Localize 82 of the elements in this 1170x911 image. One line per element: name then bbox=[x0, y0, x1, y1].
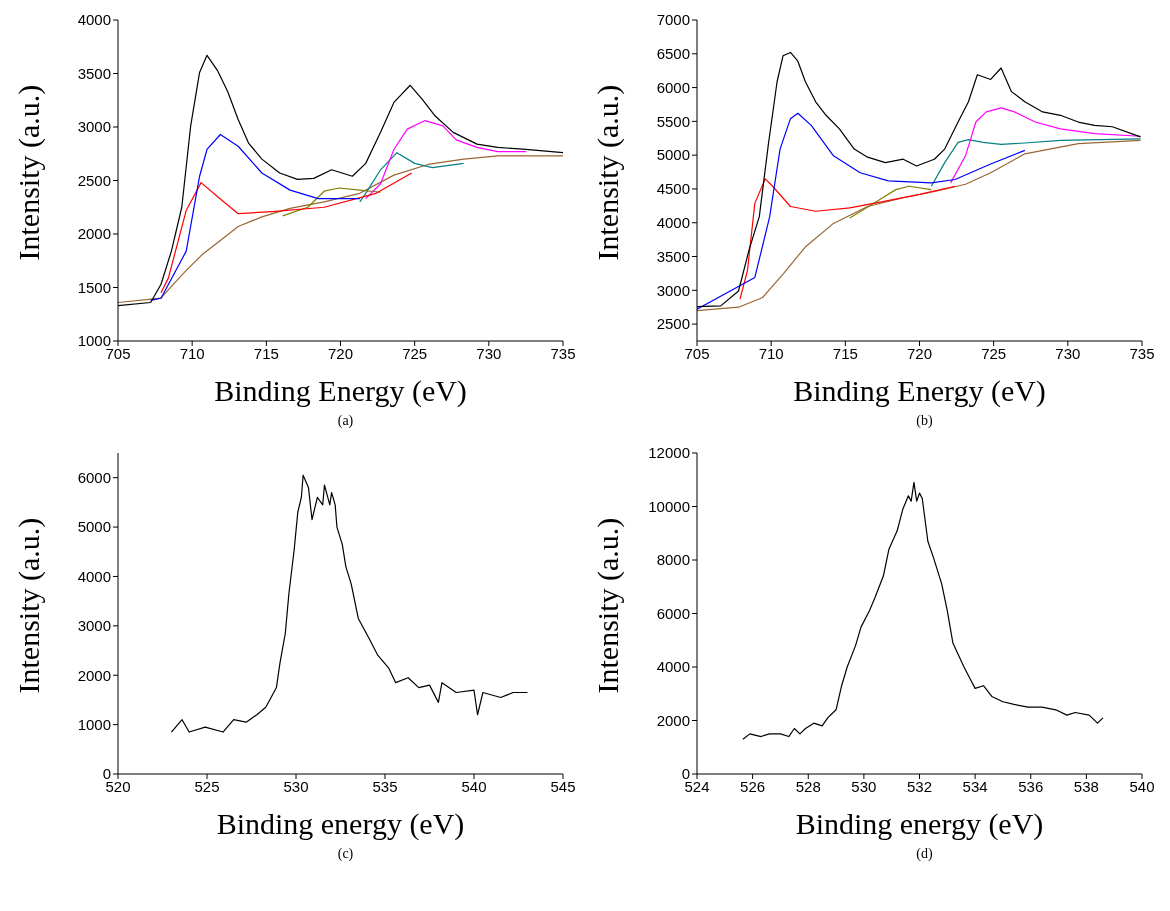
y-axis-title: Intensity (a.u.) bbox=[590, 84, 625, 261]
y-axis-title: Intensity (a.u.) bbox=[11, 84, 46, 261]
y-tick-label: 5500 bbox=[656, 112, 690, 130]
line-series bbox=[742, 481, 1104, 740]
x-tick-label: 530 bbox=[283, 777, 309, 795]
x-tick-label: 715 bbox=[832, 344, 858, 362]
line-series bbox=[697, 139, 1142, 312]
x-tick-label: 538 bbox=[1073, 777, 1099, 795]
x-tick-label: 725 bbox=[402, 344, 428, 362]
line-series bbox=[697, 112, 1026, 310]
y-tick-label: 4500 bbox=[656, 180, 690, 198]
y-tick-label: 2000 bbox=[77, 225, 111, 243]
line-series bbox=[160, 172, 413, 294]
y-tick-label: 5000 bbox=[77, 518, 111, 536]
y-tick-label: 2000 bbox=[656, 711, 690, 729]
x-axis-title: Binding Energy (eV) bbox=[793, 374, 1046, 408]
x-tick-label: 528 bbox=[795, 777, 821, 795]
y-tick-label: 0 bbox=[102, 765, 111, 783]
y-tick-label: 4000 bbox=[656, 214, 690, 232]
y-tick-label: 1500 bbox=[77, 278, 111, 296]
y-tick-label: 3500 bbox=[656, 247, 690, 265]
x-tick-label: 534 bbox=[962, 777, 988, 795]
line-series bbox=[930, 138, 1142, 187]
x-tick-label: 536 bbox=[1018, 777, 1044, 795]
line-series bbox=[170, 474, 528, 733]
line-series bbox=[849, 185, 932, 219]
line-series bbox=[118, 155, 563, 304]
x-tick-label: 730 bbox=[1055, 344, 1081, 362]
line-series bbox=[365, 119, 527, 200]
x-tick-label: 735 bbox=[550, 344, 576, 362]
y-axis-title: Intensity (a.u.) bbox=[11, 517, 46, 694]
line-series bbox=[150, 133, 361, 301]
x-axis-title: Binding energy (eV) bbox=[216, 807, 465, 841]
y-tick-label: 12000 bbox=[648, 444, 690, 462]
x-tick-label: 705 bbox=[684, 344, 710, 362]
y-tick-label: 6500 bbox=[656, 45, 690, 63]
x-tick-label: 526 bbox=[740, 777, 766, 795]
x-axis-title: Binding energy (eV) bbox=[795, 807, 1044, 841]
y-tick-label: 6000 bbox=[656, 604, 690, 622]
text: (b) bbox=[915, 413, 934, 429]
y-tick-label: 10000 bbox=[648, 497, 690, 515]
y-tick-label: 1000 bbox=[77, 715, 111, 733]
line-series bbox=[739, 178, 956, 300]
y-tick-label: 1000 bbox=[77, 332, 111, 350]
y-tick-label: 7000 bbox=[656, 11, 690, 29]
x-tick-label: 525 bbox=[194, 777, 220, 795]
x-tick-label: 715 bbox=[253, 344, 279, 362]
x-axis-title: Binding Energy (eV) bbox=[214, 374, 467, 408]
y-tick-label: 0 bbox=[681, 765, 690, 783]
y-tick-label: 4000 bbox=[77, 567, 111, 585]
y-tick-label: 4000 bbox=[77, 11, 111, 29]
y-tick-label: 3000 bbox=[656, 281, 690, 299]
y-tick-label: 2500 bbox=[656, 315, 690, 333]
y-tick-label: 4000 bbox=[656, 658, 690, 676]
x-tick-label: 725 bbox=[981, 344, 1007, 362]
line-series bbox=[282, 187, 382, 217]
y-tick-label: 6000 bbox=[656, 78, 690, 96]
text: (d) bbox=[915, 846, 934, 862]
y-tick-label: 8000 bbox=[656, 551, 690, 569]
text: (c) bbox=[336, 846, 355, 862]
x-tick-label: 710 bbox=[758, 344, 784, 362]
x-tick-label: 730 bbox=[476, 344, 502, 362]
x-tick-label: 530 bbox=[851, 777, 877, 795]
y-tick-label: 2500 bbox=[77, 171, 111, 189]
y-tick-label: 3000 bbox=[77, 118, 111, 136]
x-tick-label: 720 bbox=[906, 344, 933, 362]
x-tick-label: 540 bbox=[461, 777, 487, 795]
y-axis-title: Intensity (a.u.) bbox=[590, 517, 625, 694]
y-tick-label: 2000 bbox=[77, 666, 111, 684]
y-tick-label: 3500 bbox=[77, 64, 111, 82]
x-tick-label: 532 bbox=[906, 777, 933, 795]
y-tick-label: 3000 bbox=[77, 617, 111, 635]
text: (a) bbox=[336, 413, 355, 429]
line-series bbox=[359, 152, 465, 203]
x-tick-label: 720 bbox=[327, 344, 354, 362]
x-tick-label: 545 bbox=[550, 777, 576, 795]
y-tick-label: 6000 bbox=[77, 469, 111, 487]
x-tick-label: 540 bbox=[1129, 777, 1155, 795]
x-tick-label: 535 bbox=[372, 777, 398, 795]
x-tick-label: 710 bbox=[179, 344, 205, 362]
x-tick-label: 735 bbox=[1129, 344, 1155, 362]
y-tick-label: 5000 bbox=[656, 146, 690, 164]
